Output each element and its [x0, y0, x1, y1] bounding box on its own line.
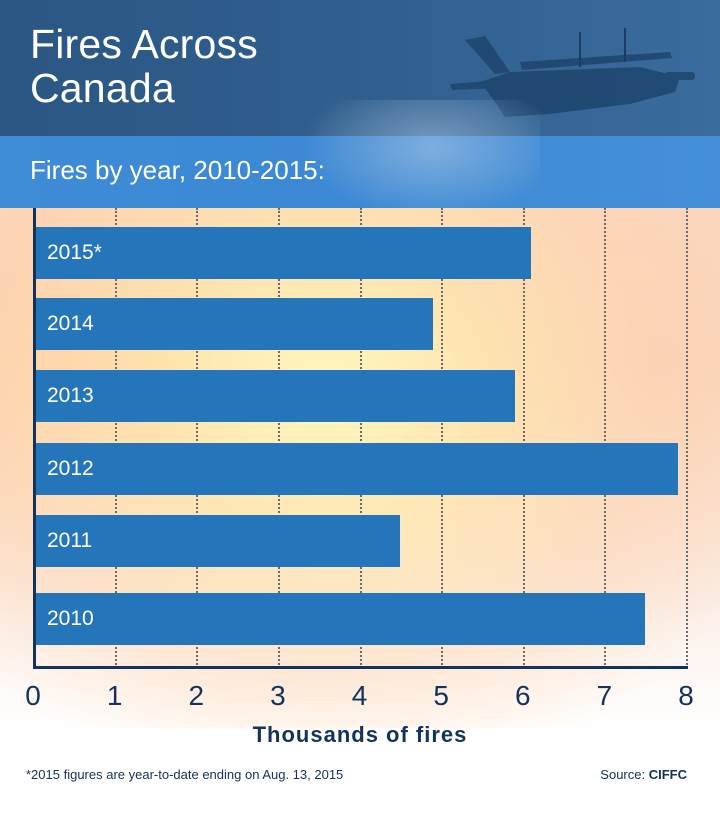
bar-label: 2011	[47, 529, 93, 552]
title-line-2: Canada	[30, 65, 175, 111]
bar-label: 2013	[47, 384, 94, 407]
y-axis-line	[33, 208, 36, 668]
gridline	[604, 208, 607, 668]
gridline	[686, 208, 688, 668]
gridline	[114, 208, 117, 668]
bar-2011: 2011	[36, 515, 401, 567]
bar-label: 2015*	[47, 241, 102, 264]
x-tick-label: 5	[433, 680, 449, 711]
x-axis-title: Thousands of fires	[252, 722, 468, 747]
bar-label: 2010	[47, 607, 94, 630]
gridline	[522, 208, 525, 668]
bar-2015: 2015*	[36, 227, 531, 279]
bar-2014: 2014	[36, 298, 433, 350]
water-bomber-plane-icon	[450, 28, 695, 117]
x-tick-label: 1	[106, 680, 123, 711]
footnote: *2015 figures are year-to-date ending on…	[26, 767, 344, 782]
x-tick-label: 8	[678, 680, 694, 711]
bar-label: 2012	[47, 457, 94, 480]
gridline	[359, 208, 362, 668]
bar-2013: 2013	[36, 370, 515, 422]
source-prefix: Source:	[600, 767, 649, 782]
title-line-1: Fires Across	[30, 21, 258, 67]
x-tick-label: 4	[351, 680, 368, 711]
gridline	[441, 208, 444, 668]
gridline	[196, 208, 199, 668]
subtitle-band: Fires by year, 2010-2015:	[0, 136, 720, 208]
header-banner: Fires Across Canada	[0, 0, 720, 136]
x-tick-label: 6	[514, 680, 531, 711]
page-title: Fires Across Canada	[30, 22, 258, 110]
source-credit: Source: CIFFC	[600, 767, 687, 782]
gridline	[277, 208, 280, 668]
bar-label: 2014	[47, 312, 94, 335]
chart-subtitle: Fires by year, 2010-2015:	[30, 155, 325, 185]
x-tick-label: 7	[596, 680, 613, 711]
x-tick-label: 3	[270, 680, 286, 711]
x-tick-label: 0	[25, 680, 41, 711]
bar-2010: 2010	[36, 593, 646, 645]
bar-chart: 2015* 2014 2013 2012 2011 2010	[33, 208, 688, 669]
x-axis-line	[33, 666, 688, 669]
bar-2012: 2012	[36, 443, 678, 495]
source-name: CIFFC	[648, 767, 687, 782]
x-tick-label: 2	[188, 680, 205, 711]
